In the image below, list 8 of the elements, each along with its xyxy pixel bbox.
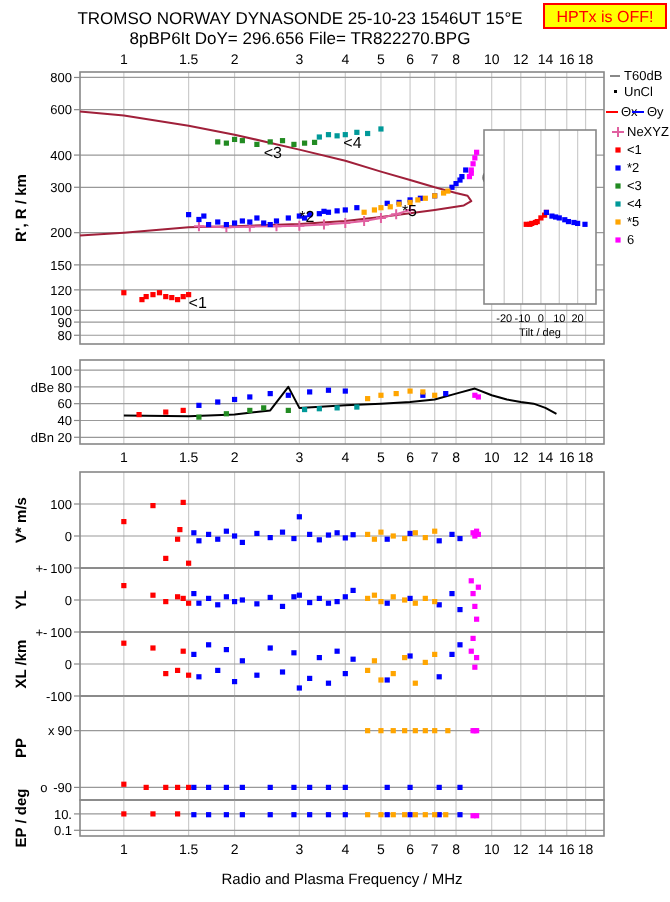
annotation: *2 [299, 208, 316, 227]
annotation: <1 [188, 293, 208, 312]
chart-title: TROMSO NORWAY DYNASONDE 25-10-23 1546UT 15°E [77, 8, 524, 28]
chart-subtitle: 8pBP6It DoY= 296.656 File= TR822270.BPG [129, 28, 471, 48]
annotation: <4 [343, 133, 363, 152]
text: HPTx is OFF! [556, 8, 654, 26]
annotation: *5 [401, 201, 419, 220]
annotation: <3 [263, 144, 284, 163]
